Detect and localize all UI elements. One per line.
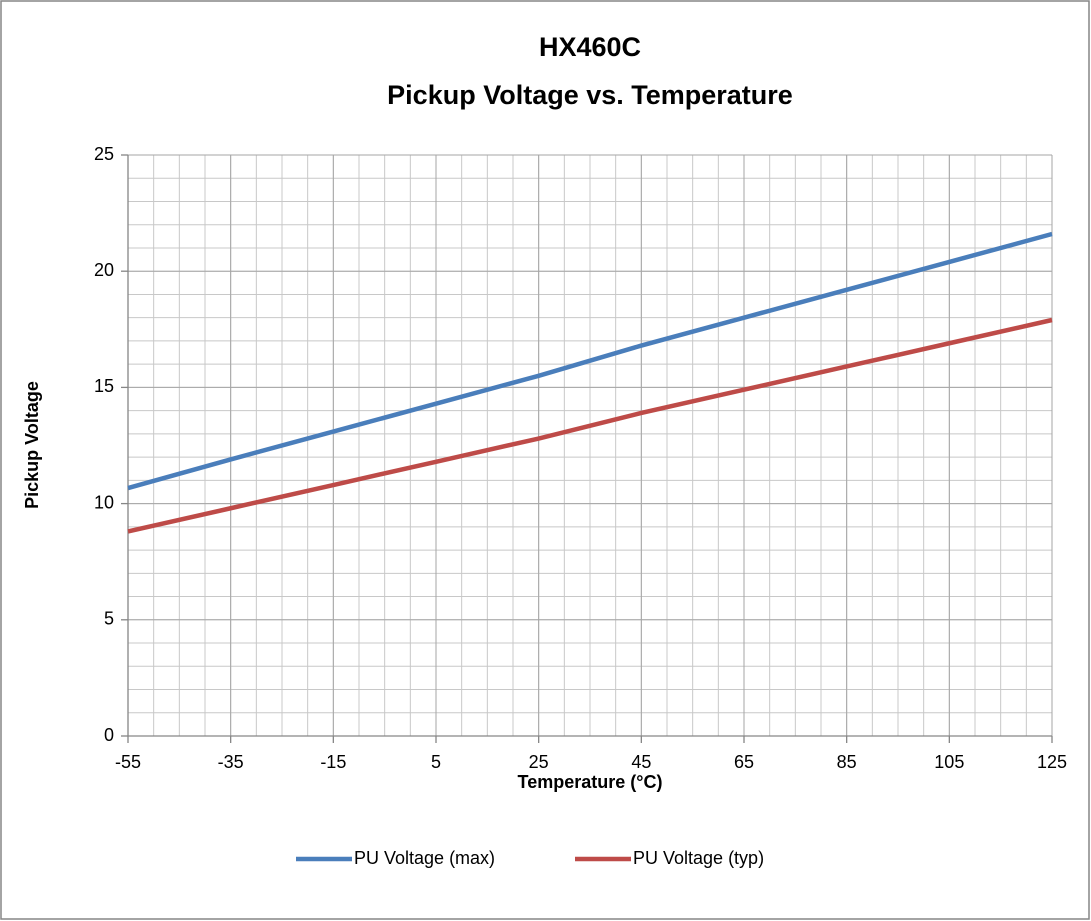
x-tick-label: 45 [631, 752, 651, 772]
x-tick-label: 85 [837, 752, 857, 772]
y-axis-title: Pickup Voltage [22, 381, 42, 509]
x-tick-label: -35 [218, 752, 244, 772]
data-line [127, 317, 1053, 534]
chart-title: HX460C [539, 32, 641, 62]
legend-label: PU Voltage (max) [354, 848, 495, 868]
data-line [127, 231, 1053, 491]
x-tick-label: -55 [115, 752, 141, 772]
x-tick-label: 105 [934, 752, 964, 772]
y-tick-label: 10 [94, 492, 114, 512]
chart-subtitle: Pickup Voltage vs. Temperature [387, 80, 793, 110]
x-axis-title: Temperature (°C) [518, 772, 663, 792]
y-tick-label: 25 [94, 144, 114, 164]
legend-label: PU Voltage (typ) [633, 848, 764, 868]
x-tick-label: 5 [431, 752, 441, 772]
y-tick-label: 20 [94, 260, 114, 280]
x-tick-label: -15 [320, 752, 346, 772]
y-tick-label: 5 [104, 609, 114, 629]
x-tick-label: 125 [1037, 752, 1067, 772]
x-tick-label: 25 [529, 752, 549, 772]
y-tick-label: 15 [94, 376, 114, 396]
x-tick-label: 65 [734, 752, 754, 772]
y-tick-label: 0 [104, 725, 114, 745]
